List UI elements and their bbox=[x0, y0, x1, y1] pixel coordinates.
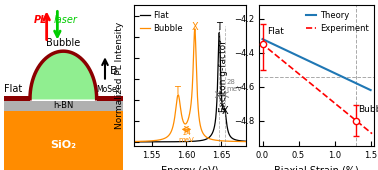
Text: Bubble: Bubble bbox=[46, 38, 81, 48]
FancyBboxPatch shape bbox=[97, 96, 123, 101]
Flat bbox=[189, 140, 194, 142]
Experiment bbox=[364, 128, 369, 130]
X-axis label: Biaxial Strain (%): Biaxial Strain (%) bbox=[274, 166, 359, 170]
Experiment bbox=[263, 46, 268, 48]
Flat bbox=[129, 141, 133, 143]
Line: Bubble: Bubble bbox=[131, 29, 256, 142]
FancyBboxPatch shape bbox=[4, 110, 123, 170]
Bubble bbox=[250, 141, 255, 143]
Bubble bbox=[135, 140, 139, 142]
Text: T: T bbox=[175, 86, 180, 96]
Flat bbox=[217, 32, 222, 34]
Experiment bbox=[279, 59, 284, 61]
Text: laser: laser bbox=[54, 15, 77, 25]
Line: Experiment: Experiment bbox=[261, 43, 372, 134]
Flat bbox=[254, 141, 259, 143]
Bubble bbox=[254, 141, 259, 143]
Experiment bbox=[288, 66, 293, 68]
Text: X: X bbox=[222, 106, 229, 116]
Text: 24
meV: 24 meV bbox=[178, 130, 194, 143]
Experiment bbox=[370, 133, 374, 135]
Text: Flat: Flat bbox=[4, 83, 22, 94]
Text: X: X bbox=[192, 22, 198, 32]
Experiment bbox=[259, 42, 263, 44]
Bubble bbox=[129, 141, 133, 143]
Line: Flat: Flat bbox=[131, 33, 256, 142]
Text: SiO₂: SiO₂ bbox=[50, 140, 76, 149]
Bubble bbox=[250, 141, 255, 143]
Legend: Flat, Bubble: Flat, Bubble bbox=[138, 9, 184, 35]
Legend: Theory, Experiment: Theory, Experiment bbox=[305, 9, 370, 35]
Experiment bbox=[360, 125, 365, 127]
X-axis label: Energy (eV): Energy (eV) bbox=[161, 166, 219, 170]
Polygon shape bbox=[30, 51, 97, 99]
Text: PL: PL bbox=[34, 15, 47, 25]
Flat bbox=[250, 141, 255, 143]
Text: Flat: Flat bbox=[268, 27, 285, 36]
FancyBboxPatch shape bbox=[4, 101, 123, 110]
Y-axis label: Normalized PL Intensity: Normalized PL Intensity bbox=[115, 22, 124, 129]
Text: 28
meV: 28 meV bbox=[226, 80, 242, 92]
Flat bbox=[227, 134, 232, 136]
Bubble bbox=[192, 28, 197, 30]
Bubble bbox=[186, 118, 191, 120]
Text: MoSe₂: MoSe₂ bbox=[97, 85, 121, 94]
Experiment bbox=[265, 47, 270, 49]
Y-axis label: Exciton g-factor: Exciton g-factor bbox=[219, 40, 228, 112]
Text: h-BN: h-BN bbox=[53, 101, 73, 110]
Text: B: B bbox=[110, 66, 118, 76]
Bubble bbox=[227, 140, 232, 142]
Text: Bubble: Bubble bbox=[358, 105, 378, 114]
Flat bbox=[186, 140, 191, 142]
FancyBboxPatch shape bbox=[4, 96, 30, 101]
Flat bbox=[250, 141, 255, 143]
Flat bbox=[135, 141, 139, 143]
Text: T: T bbox=[216, 22, 222, 32]
Bubble bbox=[189, 96, 194, 98]
